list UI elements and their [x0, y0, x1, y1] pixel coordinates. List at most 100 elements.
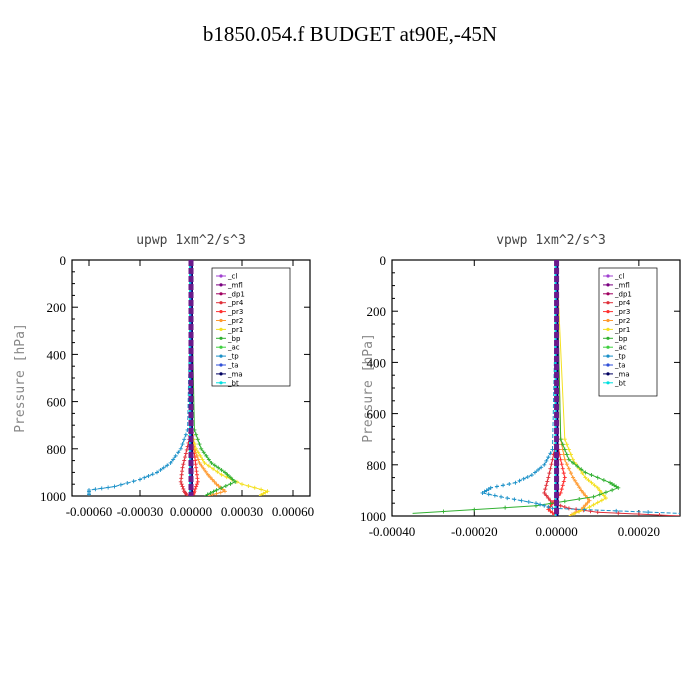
vpwp-marker_pr1: [587, 505, 592, 510]
upwp-marker_tp: [138, 477, 142, 482]
vpwp-marker_tp: [546, 505, 551, 510]
upwp-legend-label: _mfl: [227, 281, 243, 289]
vpwp-marker_bp: [610, 488, 615, 493]
upwp-legend-label: _pr1: [227, 326, 243, 334]
upwp-legend-label: _ma: [227, 370, 243, 378]
vpwp-ytick-label: 0: [380, 253, 387, 268]
vpwp-marker_pr2: [562, 457, 567, 462]
vpwp-marker_tp: [488, 485, 493, 490]
upwp-marker_pr2: [208, 475, 213, 480]
vpwp-marker_tp: [525, 474, 530, 479]
upwp-marker_bp: [211, 489, 216, 494]
upwp-marker_pr1: [240, 482, 244, 487]
vpwp-marker_pr2: [571, 475, 576, 480]
vpwp-marker_tp: [482, 489, 487, 494]
vpwp-marker_pr4: [544, 493, 549, 498]
upwp-marker_tp: [178, 446, 183, 451]
vpwp-legend-label: _ta: [614, 362, 626, 370]
vpwp-marker_bp: [566, 457, 571, 462]
vpwp-legend-label: _tp: [614, 353, 626, 361]
vpwp-marker_tp: [550, 506, 555, 511]
vpwp-marker_tp: [614, 508, 619, 513]
vpwp-marker_pr4: [636, 512, 641, 516]
upwp-marker_pr4: [180, 465, 185, 470]
vpwp-marker_pr4: [547, 471, 552, 476]
vpwp-marker_pr2: [568, 471, 573, 476]
vpwp-marker_tp: [544, 458, 549, 463]
upwp-legend-marker: [219, 354, 223, 358]
upwp-marker_pr3: [194, 469, 199, 474]
upwp-marker_pr1: [211, 466, 216, 471]
upwp-marker_bp: [216, 465, 221, 470]
vpwp-marker_pr1: [580, 471, 585, 476]
upwp-marker_tp: [87, 492, 91, 496]
upwp-marker_pr1: [252, 485, 257, 490]
upwp-marker_tp: [183, 432, 188, 437]
vpwp-legend-marker: [606, 354, 610, 358]
upwp-marker_pr4: [181, 486, 186, 491]
vpwp-marker_pr3: [550, 510, 555, 515]
vpwp-marker_bp: [579, 467, 584, 472]
vpwp-marker_pr3: [562, 475, 567, 480]
vpwp-marker_pr1: [597, 488, 602, 493]
vpwp-marker_pr1: [603, 496, 608, 501]
vpwp-marker_pr3: [559, 462, 564, 467]
vpwp-legend-marker: [606, 372, 610, 376]
vpwp-legend-label: _pr1: [614, 326, 630, 334]
upwp-marker_tp: [161, 465, 166, 470]
vpwp-marker_bp: [472, 507, 477, 512]
vpwp-marker_tp: [521, 476, 526, 481]
upwp-legend-marker: [219, 292, 223, 296]
vpwp-marker_pr3: [548, 509, 553, 514]
vpwp-legend-marker: [606, 345, 610, 349]
upwp-legend-label: _dp1: [227, 290, 245, 298]
vpwp-marker_pr4: [548, 466, 553, 471]
vpwp-marker_pr1: [601, 493, 606, 498]
vpwp-marker_tp: [582, 507, 587, 512]
vpwp-marker_pr2: [585, 500, 590, 505]
upwp-legend-marker: [219, 372, 223, 376]
vpwp-marker_tp: [546, 455, 551, 460]
upwp-marker_pr3: [193, 458, 198, 463]
vpwp-marker_bp: [558, 437, 563, 442]
vpwp-legend-label: _pr4: [614, 299, 631, 307]
vpwp-marker_bp: [564, 452, 569, 457]
vpwp-marker_pr3: [559, 487, 564, 492]
vpwp-marker_pr1: [572, 511, 577, 516]
vpwp-marker_pr4: [657, 513, 662, 516]
vpwp-marker_bp: [577, 497, 582, 502]
upwp-marker_bp: [201, 450, 206, 455]
upwp-xtick-label: -0.00060: [66, 504, 113, 519]
upwp-marker_pr2: [197, 460, 202, 465]
upwp-marker_pr3: [194, 472, 199, 477]
vpwp-series_bp: [412, 260, 620, 514]
upwp-xtick-label: 0.00030: [221, 504, 263, 519]
upwp-marker_pr1: [206, 463, 211, 468]
vpwp-marker_pr1: [566, 447, 571, 452]
vpwp-marker_tp: [494, 484, 499, 489]
upwp-ytick-label: 1000: [40, 489, 66, 504]
upwp-ylabel: Pressure [hPa]: [13, 323, 28, 433]
vpwp-marker_tp: [492, 493, 497, 498]
upwp-marker_pr4: [182, 458, 187, 463]
vpwp-marker_bp: [608, 480, 613, 485]
upwp-marker_bp: [204, 453, 209, 458]
vpwp-marker_bp: [503, 505, 508, 510]
vpwp-marker_pr1: [583, 475, 588, 480]
upwp-marker_pr2: [203, 469, 208, 474]
upwp-marker_pr4: [179, 482, 184, 487]
vpwp-marker_pr4: [545, 479, 550, 484]
vpwp-marker_bp: [589, 473, 594, 478]
vpwp-marker_pr1: [562, 437, 567, 442]
upwp-marker_pr2: [196, 457, 201, 462]
vpwp-xtick-label: -0.00020: [451, 524, 498, 539]
vpwp-marker_bp: [603, 490, 608, 495]
upwp-marker_pr1: [198, 453, 203, 458]
upwp-marker_bp: [208, 491, 213, 496]
vpwp-legend-label: _ac: [614, 344, 627, 352]
vpwp-marker_tp: [519, 498, 524, 503]
upwp-marker_pr2: [212, 479, 217, 484]
upwp-marker_pr3: [193, 486, 198, 491]
